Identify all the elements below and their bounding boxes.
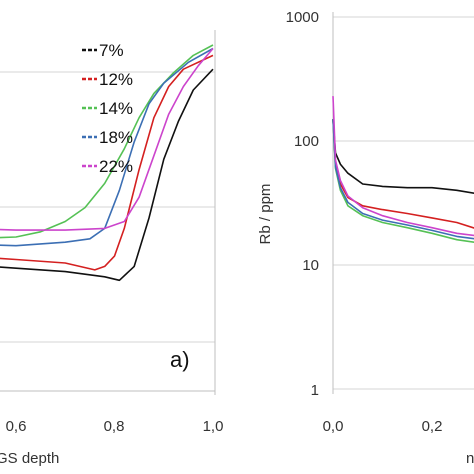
legend: 7% 12% 14% 18% 22% [82, 41, 133, 176]
left-series-line-18pct [0, 47, 214, 247]
left-series-line-12pct [0, 54, 214, 271]
right-y-tick-label: 100 [294, 133, 319, 150]
left-x-tick-label: 1,0 [203, 418, 224, 435]
left-panel: 0,6 0,8 1,0 GS depth 7% 12% 14% 18% 22% … [0, 30, 223, 467]
right-series-line-22pct [332, 96, 474, 237]
right-series-line-18pct [332, 119, 474, 240]
left-x-tick-label: 0,6 [6, 418, 27, 435]
left-series-group [0, 44, 214, 282]
left-series-line-14pct [0, 44, 214, 239]
right-y-tick-label: 1 [311, 382, 319, 399]
right-x-axis-label: n [466, 450, 474, 467]
legend-label-22: 22% [99, 157, 133, 176]
left-series-line-22pct [0, 47, 214, 231]
right-gridlines [333, 16, 474, 390]
right-series-line-7pct [332, 119, 474, 195]
legend-label-14: 14% [99, 99, 133, 118]
right-y-axis-label: Rb / ppm [257, 184, 274, 245]
right-x-tick-label: 0,0 [323, 418, 344, 435]
left-series-line-7pct [0, 68, 214, 282]
right-series-group [332, 96, 474, 243]
panel-label-a: a) [170, 347, 190, 372]
right-x-tick-label: 0,2 [422, 418, 443, 435]
right-y-tick-label: 1000 [286, 9, 319, 26]
left-x-axis-label: GS depth [0, 450, 59, 467]
legend-label-12: 12% [99, 70, 133, 89]
left-gridlines [0, 71, 215, 343]
legend-label-7: 7% [99, 41, 124, 60]
right-y-tick-label: 10 [302, 257, 319, 274]
left-x-tick-label: 0,8 [104, 418, 125, 435]
legend-label-18: 18% [99, 128, 133, 147]
right-panel: 1000 100 10 1 Rb / ppm 0,0 0,2 n [257, 9, 474, 467]
